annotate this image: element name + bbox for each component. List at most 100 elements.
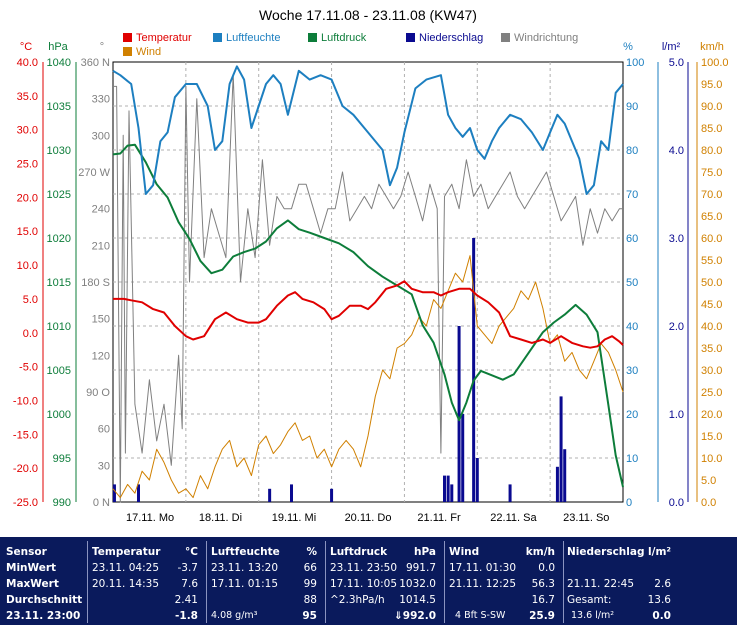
temp-tick-label: -5.0: [19, 362, 38, 374]
series-line-luftfeuchte: [112, 65, 624, 195]
legend-swatch: [213, 33, 222, 42]
wind-tick-label: 5.0: [701, 475, 716, 487]
temp-tick-label: 10.0: [17, 260, 38, 272]
pressure-tick-label: 995: [53, 453, 71, 465]
axis-unit-label: °C: [20, 41, 32, 53]
min-label: MinWert: [6, 562, 57, 574]
plot-area: [112, 61, 624, 503]
wind-now: 25.9: [529, 610, 555, 622]
temp-tick-label: 0.0: [23, 328, 38, 340]
rain-unit: l/m²: [648, 546, 671, 558]
wind-tick-label: 0.0: [701, 497, 716, 509]
wind-tick-label: 20.0: [701, 409, 722, 421]
humidity-tick-label: 0: [626, 497, 632, 509]
series-line-temperatur: [113, 280, 624, 349]
hum-max-time: 17.11. 01:15: [211, 578, 278, 590]
wind-tick-label: 90.0: [701, 101, 722, 113]
rain-bar: [475, 458, 479, 502]
legend-entry: Niederschlag: [419, 32, 483, 44]
wind-tick-label: 85.0: [701, 123, 722, 135]
direction-tick-label: 0 N: [93, 497, 110, 509]
wind-tick-label: 70.0: [701, 189, 722, 201]
rain-bar: [446, 475, 450, 502]
humidity-tick-label: 10: [626, 453, 638, 465]
wind-tick-label: 10.0: [701, 453, 722, 465]
avg-label: Durchschnitt: [6, 594, 83, 606]
temp-header: Temperatur: [92, 546, 161, 558]
pressure-tick-label: 1000: [47, 409, 71, 421]
legend-entry: Temperatur: [136, 32, 192, 44]
wind-tick-label: 60.0: [701, 233, 722, 245]
chart-legend: Temperatur Luftfeuchte Luftdruck Niederschl…: [123, 32, 578, 58]
series-line-windrichtung: [113, 73, 623, 503]
direction-tick-label: 150: [92, 314, 110, 326]
press-now: 992.0: [402, 610, 436, 622]
humidity-tick-label: 90: [626, 101, 638, 113]
x-tick-label: 20.11. Do: [345, 512, 392, 524]
wind-tick-label: 75.0: [701, 167, 722, 179]
x-tick-label: 18.11. Di: [199, 512, 242, 524]
legend-swatch: [123, 47, 132, 56]
rain-tick-label: 0.0: [669, 497, 684, 509]
direction-tick-label: 210: [92, 240, 110, 252]
legend-swatch: [406, 33, 415, 42]
rain-tick-label: 4.0: [669, 145, 684, 157]
press-min-time: 23.11. 23:50: [330, 562, 397, 574]
rain-bar: [472, 238, 476, 502]
temp-max: 7.6: [181, 578, 198, 590]
rain-tick-label: 3.0: [669, 233, 684, 245]
chart-axes: 40.0 35.0 30.0 25.0 20.0 15.0 10.0 5.0 0.0 -5.0 -1…: [13, 57, 729, 524]
direction-tick-label: 180 S: [81, 277, 110, 289]
pressure-tick-label: 1010: [47, 321, 71, 333]
press-avg: 1014.5: [399, 594, 436, 606]
temp-tick-label: 35.0: [17, 91, 38, 103]
x-tick-label: 23.11. So: [563, 512, 609, 524]
rain-bar: [563, 449, 567, 502]
humidity-tick-label: 30: [626, 365, 638, 377]
hum-min: 66: [303, 562, 317, 574]
humidity-tick-label: 70: [626, 189, 638, 201]
legend-swatch: [123, 33, 132, 42]
hum-abs: 4.08 g/m³: [211, 610, 258, 621]
hum-unit: %: [306, 546, 317, 558]
rain-bar: [268, 488, 272, 502]
legend-swatch: [308, 33, 317, 42]
rain-tick-label: 1.0: [669, 409, 684, 421]
rain-max-time: 21.11. 22:45: [567, 578, 634, 590]
x-tick-label: 22.11. Sa: [490, 512, 537, 524]
hum-max: 99: [303, 578, 317, 590]
humidity-tick-label: 40: [626, 321, 638, 333]
humidity-tick-label: 80: [626, 145, 638, 157]
hum-header: Luftfeuchte: [211, 546, 280, 558]
legend-entry: Luftdruck: [321, 32, 367, 44]
chart-title: Woche 17.11.08 - 23.11.08 (KW47): [259, 7, 477, 23]
wind-tick-label: 30.0: [701, 365, 722, 377]
down-arrow-icon: ⇓: [393, 610, 403, 622]
temp-tick-label: 40.0: [17, 57, 38, 69]
temp-min-time: 23.11. 04:25: [92, 562, 159, 574]
pressure-tick-label: 990: [53, 497, 71, 509]
rain-bar: [137, 484, 140, 502]
rain-total-label: Gesamt:: [567, 594, 612, 606]
wind-tick-label: 65.0: [701, 211, 722, 223]
wind-tick-label: 35.0: [701, 343, 722, 355]
wind-tick-label: 50.0: [701, 277, 722, 289]
legend-entry: Luftfeuchte: [226, 32, 280, 44]
rain-bar: [112, 484, 116, 502]
temp-min: -3.7: [177, 562, 199, 574]
rain-bar: [555, 466, 559, 502]
direction-tick-label: 30: [98, 460, 110, 472]
wind-tick-label: 40.0: [701, 321, 722, 333]
series-line-luftdruck: [112, 143, 624, 488]
axis-unit-label: km/h: [700, 41, 724, 53]
rain-bar: [461, 414, 465, 502]
direction-tick-label: 270 W: [78, 167, 110, 179]
rain-total: 13.6: [647, 594, 671, 606]
rain-bar: [457, 326, 461, 502]
wind-tick-label: 80.0: [701, 145, 722, 157]
axis-unit-label: hPa: [48, 41, 68, 53]
pressure-tick-label: 1020: [47, 233, 71, 245]
series-line-wind: [112, 255, 624, 499]
temp-max-time: 20.11. 14:35: [92, 578, 159, 590]
pressure-tick-label: 1040: [47, 57, 71, 69]
